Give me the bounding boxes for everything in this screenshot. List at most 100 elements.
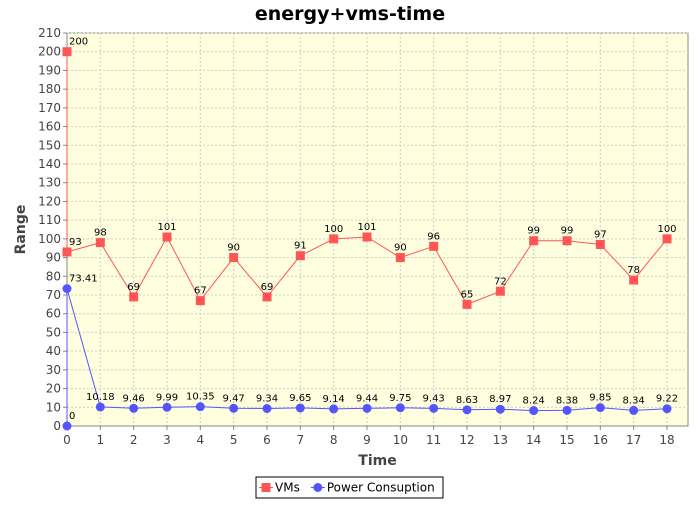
data-point xyxy=(562,236,572,246)
data-label: 9.14 xyxy=(323,394,345,405)
data-label: 10.35 xyxy=(186,392,215,403)
x-tick-label: 15 xyxy=(559,433,574,447)
legend-box xyxy=(255,476,444,499)
data-point xyxy=(95,402,105,412)
data-point xyxy=(229,403,239,413)
data-point xyxy=(295,251,305,261)
data-point xyxy=(129,292,139,302)
data-point xyxy=(62,284,72,294)
data-point xyxy=(329,404,339,414)
legend-item-vms: VMs xyxy=(259,481,300,495)
x-tick-label: 3 xyxy=(163,433,171,447)
grid xyxy=(66,32,688,427)
data-label: 72 xyxy=(494,276,507,287)
data-label: 67 xyxy=(194,286,207,297)
x-tick-label: 7 xyxy=(297,433,305,447)
x-tick-label: 6 xyxy=(263,433,271,447)
data-label: 90 xyxy=(394,243,407,254)
data-label: 9.85 xyxy=(589,393,611,404)
legend: VMs Power Consuption xyxy=(255,476,444,499)
data-point xyxy=(529,406,539,416)
data-label: 101 xyxy=(357,222,376,233)
data-label: 65 xyxy=(461,289,474,300)
data-labels: 200 93 98 69 101 67 90 69 91 100 101 90 96 65 72 99 99 97… xyxy=(69,37,678,422)
data-label: 9.44 xyxy=(356,393,378,404)
y-tick-label: 20 xyxy=(46,382,61,396)
y-tick-label: 130 xyxy=(38,176,61,190)
data-point xyxy=(262,292,272,302)
y-tick-label: 160 xyxy=(38,120,61,134)
x-tick-label: 8 xyxy=(330,433,338,447)
y-tick-label: 120 xyxy=(38,194,61,208)
y-tick-label: 210 xyxy=(38,26,61,40)
legend-marker xyxy=(313,483,323,492)
x-tick-label: 2 xyxy=(130,433,138,447)
data-point xyxy=(62,247,72,257)
data-label: 69 xyxy=(261,282,274,293)
data-point xyxy=(195,296,205,306)
y-tick-label: 50 xyxy=(46,325,61,339)
data-label: 0 xyxy=(69,411,75,422)
data-point xyxy=(229,253,239,263)
data-label: 9.47 xyxy=(223,393,245,404)
data-point xyxy=(595,403,605,413)
x-tick-label: 11 xyxy=(426,433,441,447)
data-point xyxy=(629,405,639,415)
y-tick-label: 60 xyxy=(46,307,61,321)
x-axis-label: Time xyxy=(358,453,396,469)
series-layer xyxy=(62,47,672,431)
data-point xyxy=(95,238,105,248)
data-label: 69 xyxy=(127,282,140,293)
data-label: 10.18 xyxy=(86,392,115,403)
data-label: 8.97 xyxy=(489,394,511,405)
data-label: 96 xyxy=(427,231,440,242)
data-point xyxy=(329,234,339,244)
data-point xyxy=(662,404,672,414)
legend-item-power-consuption: Power Consuption xyxy=(310,481,435,495)
y-tick-label: 0 xyxy=(53,419,61,433)
data-label: 8.34 xyxy=(623,395,645,406)
y-tick-label: 80 xyxy=(46,269,61,283)
y-tick-label: 200 xyxy=(38,45,61,59)
data-point xyxy=(629,275,639,285)
x-tick-label: 9 xyxy=(363,433,371,447)
y-tick-label: 40 xyxy=(46,344,61,358)
x-tick-label: 4 xyxy=(197,433,205,447)
data-label: 100 xyxy=(657,224,676,235)
x-tick-label: 1 xyxy=(97,433,105,447)
data-point xyxy=(362,232,372,242)
data-label: 99 xyxy=(527,226,540,237)
data-point xyxy=(129,403,139,413)
series-vms xyxy=(62,47,672,309)
data-point xyxy=(429,241,439,251)
data-label: 9.34 xyxy=(256,394,278,405)
series-power-consuption xyxy=(62,284,672,431)
data-point xyxy=(562,405,572,415)
series-line-vms xyxy=(66,51,668,306)
data-point xyxy=(195,402,205,412)
data-label: 8.38 xyxy=(556,395,578,406)
data-point xyxy=(495,404,505,414)
data-point xyxy=(529,236,539,246)
data-label: 91 xyxy=(294,241,307,252)
y-tick-label: 110 xyxy=(38,213,61,227)
legend-marker xyxy=(261,483,271,492)
data-point xyxy=(262,404,272,414)
data-point xyxy=(462,405,472,415)
data-point xyxy=(595,239,605,249)
data-point xyxy=(662,234,672,244)
data-point xyxy=(395,403,405,413)
x-tick-label: 5 xyxy=(230,433,238,447)
x-tick-label: 0 xyxy=(63,433,71,447)
x-tick-label: 17 xyxy=(626,433,641,447)
data-point xyxy=(429,403,439,413)
x-tick-label: 10 xyxy=(393,433,408,447)
data-label: 9.75 xyxy=(389,393,411,404)
plot-area xyxy=(66,32,689,427)
data-point xyxy=(395,253,405,263)
data-label: 9.43 xyxy=(423,393,445,404)
y-tick-label: 150 xyxy=(38,138,61,152)
data-point xyxy=(495,286,505,296)
